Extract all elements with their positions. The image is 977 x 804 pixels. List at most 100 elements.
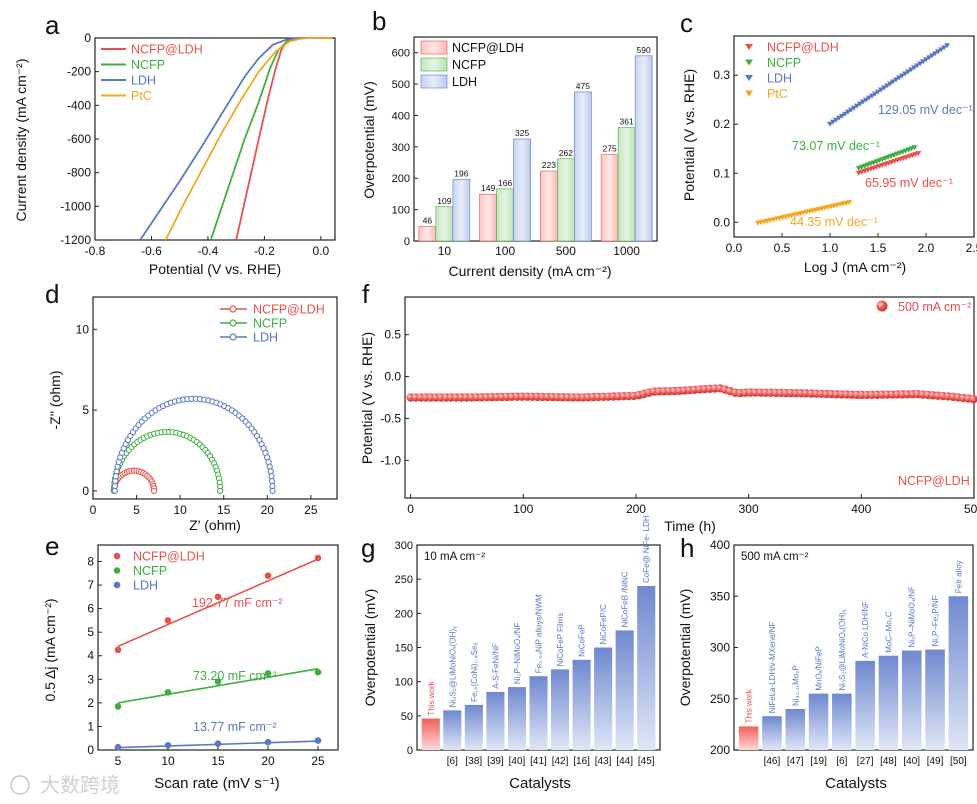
tafel-point-ldh (884, 83, 891, 89)
panel-label: c (680, 8, 693, 38)
x-tick-label: 1.5 (870, 241, 887, 255)
cdl-point-ncfp (314, 668, 322, 676)
tafel-point-ldh (935, 49, 942, 55)
tafel-point-ldh (857, 101, 864, 107)
y-tick-label: 0.3 (713, 68, 730, 82)
bar-ncfp (435, 206, 454, 242)
y-axis-label: Current density (mA cm⁻²) (13, 59, 29, 222)
tafel-point-ldh (893, 77, 900, 83)
comparison-bar (507, 687, 527, 750)
nyquist-point (150, 487, 158, 495)
reference-label: [38] (466, 756, 483, 767)
bar-ncfp@ldh (540, 170, 558, 242)
panel-label: e (45, 531, 59, 561)
x-tick-label: 100 (513, 502, 533, 516)
panel-label: a (45, 10, 60, 40)
y-tick-label: 0.5 (384, 328, 401, 342)
y-tick-label: 50 (401, 711, 413, 723)
catalyst-name: A-S-FeNi/NF (491, 643, 500, 689)
legend-label: NCFP (452, 58, 486, 72)
x-tick-label: 25 (311, 754, 325, 768)
catalyst-name: Fe₁₈(CoNi)₁.₉Se₈ (470, 642, 479, 702)
y-tick-label: -1.0 (380, 453, 401, 467)
x-tick-label: 5 (133, 503, 140, 517)
legend-label: NCFP@LDH (452, 41, 524, 55)
comparison-bar (808, 693, 829, 750)
catalyst-name: NiCoFeP Films (556, 613, 565, 667)
x-tick-label: -0.4 (198, 244, 219, 258)
x-axis-label: Log J (mA cm⁻²) (804, 259, 906, 275)
tafel-point-ptc (846, 200, 853, 206)
tafel-point-ldh (896, 75, 903, 81)
reference-label: [45] (638, 756, 655, 767)
cdl-point-ldh (264, 738, 272, 746)
x-axis-label: Current density (mA cm⁻²) (449, 263, 612, 279)
x-axis-label: Catalysts (825, 775, 887, 792)
y-tick-label: 8 (87, 554, 94, 568)
y-tick-label: 0 (84, 31, 91, 45)
comparison-bar (572, 659, 591, 750)
cdl-value-label: 73.20 mF cm⁻² (193, 669, 277, 683)
comparison-bar (637, 586, 656, 750)
reference-label: [39] (487, 756, 504, 767)
y-axis-label: Overpotential (mV) (362, 589, 378, 706)
reference-label: [6] (447, 756, 458, 767)
x-tick-label: -0.6 (141, 244, 162, 258)
reference-label: [16] (573, 756, 590, 767)
bar-value-label: 196 (454, 168, 468, 178)
nyquist-point (269, 487, 276, 495)
x-tick-label: 15 (217, 503, 231, 517)
panel-c-tafel-chart: c 0.0 0.5 1.0 1.5 2.0 2.5 0.0 0.1 0.2 0.3 NCFP@LDHN… (680, 8, 977, 275)
bar-ncfp@ldh (418, 226, 437, 242)
x-tick-label: 500 (556, 244, 576, 258)
reference-label: [27] (857, 756, 874, 767)
y-tick-label: 0 (407, 745, 413, 757)
tafel-point-ldh (839, 113, 846, 119)
y-tick-label: 4 (87, 649, 94, 663)
y-tick-label: 100 (392, 205, 410, 217)
y-axis-label: 0.5 Δj (mA cm⁻²) (42, 598, 58, 701)
reference-label: [48] (880, 756, 897, 767)
tafel-point-ldh (917, 61, 924, 67)
reference-label: [44] (616, 756, 633, 767)
x-axis-label: Time (h) (664, 518, 716, 534)
comparison-bar (762, 716, 782, 750)
panel-label: b (372, 6, 386, 36)
bar-value-label: 275 (603, 144, 617, 154)
y-tick-label: 250 (710, 692, 730, 706)
tafel-point-ldh (905, 69, 912, 75)
tafel-slope-label: 73.07 mV dec⁻¹ (792, 139, 880, 153)
x-tick-label: 15 (211, 754, 225, 768)
y-axis-label: Potential (V vs. RHE) (359, 332, 375, 464)
tafel-slope-label: 44.35 mV dec⁻¹ (790, 215, 878, 229)
bar-value-label: 361 (620, 117, 634, 127)
y-tick-label: 0.0 (713, 215, 730, 229)
tafel-point-ldh (881, 85, 888, 91)
x-tick-label: 300 (739, 502, 759, 516)
x-axis-label: Catalysts (509, 775, 571, 792)
reference-label: [47] (787, 756, 804, 767)
reference-label: [41] (530, 756, 547, 767)
tafel-point-ldh (830, 119, 837, 125)
bar-value-label: 109 (437, 196, 451, 206)
catalyst-name: This work (427, 680, 436, 715)
y-tick-label: 5 (82, 403, 89, 417)
tafel-point-ncfp@ldh (915, 151, 922, 157)
bar-value-label: 166 (498, 178, 512, 188)
y-tick-label: 1 (87, 719, 94, 733)
current-density-label: 500 mA cm⁻² (741, 551, 809, 563)
fit-line-ncfp (117, 667, 319, 704)
x-tick-label: 0.5 (774, 241, 791, 255)
tafel-point-ldh (941, 45, 948, 51)
reference-label: [49] (927, 756, 944, 767)
tafel-point-ldh (920, 59, 927, 65)
comparison-bar (738, 726, 759, 750)
y-tick-label: -600 (67, 132, 91, 146)
legend-marker (745, 44, 753, 50)
legend-swatch (420, 74, 448, 89)
tafel-point-ldh (902, 71, 909, 77)
stability-point (969, 394, 977, 404)
comparison-bar (948, 596, 969, 750)
